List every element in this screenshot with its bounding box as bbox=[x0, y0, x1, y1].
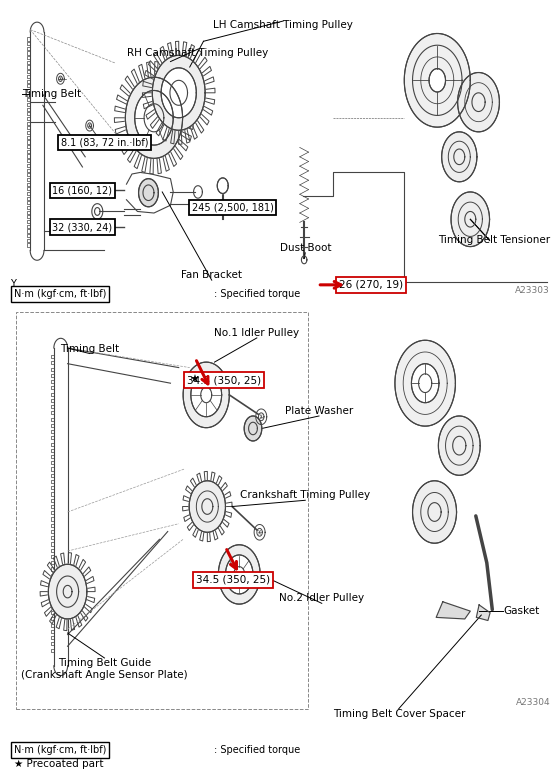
Text: N·m (kgf·cm, ft·lbf): N·m (kgf·cm, ft·lbf) bbox=[13, 745, 106, 755]
Text: 26 (270, 19): 26 (270, 19) bbox=[339, 280, 404, 290]
Polygon shape bbox=[395, 340, 456, 426]
Polygon shape bbox=[436, 602, 470, 619]
Polygon shape bbox=[189, 481, 225, 533]
Text: 34.5 (350, 25): 34.5 (350, 25) bbox=[187, 375, 261, 385]
Polygon shape bbox=[191, 373, 221, 417]
Text: Timing Belt: Timing Belt bbox=[60, 343, 119, 353]
Text: Y: Y bbox=[10, 279, 16, 289]
Polygon shape bbox=[225, 555, 253, 594]
Polygon shape bbox=[217, 178, 228, 193]
Polygon shape bbox=[48, 565, 87, 619]
Polygon shape bbox=[219, 545, 260, 604]
Text: A23304: A23304 bbox=[515, 698, 550, 707]
Text: Timing Belt: Timing Belt bbox=[22, 89, 81, 99]
Text: No.2 Idler Pulley: No.2 Idler Pulley bbox=[279, 594, 364, 604]
Polygon shape bbox=[404, 34, 470, 127]
Text: Timing Belt Cover Spacer: Timing Belt Cover Spacer bbox=[333, 708, 465, 719]
Text: Timing Belt Tensioner: Timing Belt Tensioner bbox=[438, 235, 550, 246]
Polygon shape bbox=[458, 73, 499, 132]
Text: 34.5 (350, 25): 34.5 (350, 25) bbox=[196, 575, 269, 585]
Polygon shape bbox=[476, 605, 490, 620]
Polygon shape bbox=[183, 362, 229, 428]
Text: Timing Belt Guide
(Crankshaft Angle Sensor Plate): Timing Belt Guide (Crankshaft Angle Sens… bbox=[21, 658, 188, 680]
Polygon shape bbox=[442, 132, 477, 181]
Text: : Specified torque: : Specified torque bbox=[215, 289, 301, 300]
Text: : Specified torque: : Specified torque bbox=[215, 745, 301, 755]
Text: 8.1 (83, 72 in.·lbf): 8.1 (83, 72 in.·lbf) bbox=[61, 138, 148, 148]
Text: 16 (160, 12): 16 (160, 12) bbox=[53, 185, 112, 196]
Polygon shape bbox=[413, 481, 457, 543]
Polygon shape bbox=[125, 77, 183, 159]
Text: 32 (330, 24): 32 (330, 24) bbox=[53, 222, 112, 232]
Polygon shape bbox=[161, 68, 196, 118]
Text: LH Camshaft Timing Pulley: LH Camshaft Timing Pulley bbox=[214, 20, 353, 30]
Polygon shape bbox=[429, 69, 446, 92]
Text: Dust Boot: Dust Boot bbox=[280, 243, 331, 253]
Text: Gasket: Gasket bbox=[503, 606, 539, 616]
Polygon shape bbox=[244, 416, 262, 441]
Polygon shape bbox=[451, 192, 490, 246]
Polygon shape bbox=[135, 91, 173, 145]
Text: ★ Precoated part: ★ Precoated part bbox=[13, 759, 103, 769]
Text: No.1 Idler Pulley: No.1 Idler Pulley bbox=[214, 328, 300, 338]
Text: ★: ★ bbox=[190, 375, 200, 385]
Text: RH Camshaft Timing Pulley: RH Camshaft Timing Pulley bbox=[127, 48, 269, 58]
Polygon shape bbox=[152, 56, 205, 131]
Text: 245 (2,500, 181): 245 (2,500, 181) bbox=[192, 203, 273, 213]
Polygon shape bbox=[411, 364, 439, 403]
Text: A23303: A23303 bbox=[515, 286, 550, 295]
Text: Crankshaft Timing Pulley: Crankshaft Timing Pulley bbox=[240, 490, 370, 500]
Polygon shape bbox=[139, 178, 158, 206]
Text: Plate Washer: Plate Washer bbox=[285, 406, 353, 416]
Text: Fan Bracket: Fan Bracket bbox=[181, 270, 242, 280]
Text: N·m (kgf·cm, ft·lbf): N·m (kgf·cm, ft·lbf) bbox=[13, 289, 106, 300]
Polygon shape bbox=[438, 416, 480, 475]
